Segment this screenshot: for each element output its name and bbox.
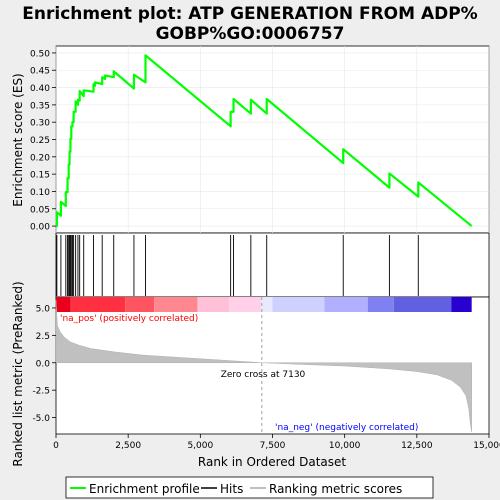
- rank-heatmap-segment: [197, 297, 230, 312]
- upper-y-tick-label: 0.00: [30, 223, 50, 233]
- lower-y-axis-label: Ranked list metric (PreRanked): [11, 281, 25, 466]
- upper-y-axis-label: Enrichment score (ES): [11, 73, 25, 206]
- legend-enrichment-label: Enrichment profile: [89, 482, 200, 496]
- legend-hits-label: Hits: [220, 482, 243, 496]
- chart-title-line1: Enrichment plot: ATP GENERATION FROM ADP…: [22, 4, 477, 24]
- lower-y-tick-label: 2.5: [36, 332, 50, 342]
- lower-y-tick-label: -5.0: [32, 414, 50, 424]
- x-tick-label: 10,000: [329, 441, 361, 451]
- zero-cross-label: Zero cross at 7130: [221, 370, 306, 380]
- rank-heatmap-segment: [451, 297, 472, 312]
- rank-heatmap-segment: [154, 297, 198, 312]
- lower-y-tick-label: -2.5: [32, 387, 50, 397]
- upper-y-tick-label: 0.15: [30, 171, 50, 181]
- hits-panel: [55, 232, 490, 298]
- legend-metric-label: Ranking metric scores: [269, 482, 402, 496]
- rank-heatmap-segment: [260, 297, 273, 312]
- x-tick-label: 5,000: [187, 441, 213, 451]
- x-tick-label: 2,500: [115, 441, 141, 451]
- upper-y-tick-label: 0.35: [30, 101, 50, 111]
- upper-y-tick-label: 0.45: [30, 67, 50, 77]
- legend: Enrichment profile Hits Ranking metric s…: [65, 476, 434, 499]
- rank-heatmap-segment: [367, 297, 394, 312]
- x-tick-label: 0: [53, 441, 59, 451]
- rank-heatmap-segment: [272, 297, 325, 312]
- upper-y-tick-label: 0.25: [30, 136, 50, 146]
- x-axis-label: Rank in Ordered Dataset: [198, 455, 346, 469]
- rank-heatmap-segment: [324, 297, 368, 312]
- rank-heatmap-segment: [393, 297, 452, 312]
- neg-correlated-label: 'na_neg' (negatively correlated): [275, 423, 418, 433]
- upper-y-tick-label: 0.40: [30, 84, 50, 94]
- upper-y-tick-label: 0.10: [30, 188, 50, 198]
- rank-heatmap-segment: [125, 297, 155, 312]
- upper-y-tick-label: 0.20: [30, 153, 50, 163]
- pos-correlated-label: 'na_pos' (positively correlated): [60, 314, 198, 324]
- lower-y-tick-label: 0.0: [36, 359, 51, 369]
- rank-heatmap-segment: [70, 297, 126, 312]
- enrichment-profile-line: [55, 54, 473, 228]
- x-tick-label: 12,500: [401, 441, 433, 451]
- lower-y-tick-label: 5.0: [36, 304, 51, 314]
- upper-y-tick-label: 0.05: [30, 205, 50, 215]
- rank-heatmap-segment: [56, 297, 71, 312]
- rank-heatmap-segment: [229, 297, 261, 312]
- upper-y-tick-label: 0.30: [30, 119, 50, 129]
- ranking-metric-area: [55, 300, 472, 432]
- x-tick-label: 7,500: [260, 441, 286, 451]
- x-tick-label: 15,000: [473, 441, 500, 451]
- upper-y-tick-label: 0.50: [30, 49, 50, 59]
- chart-title-line2: GOBP%GO:0006757: [156, 24, 345, 44]
- legend-box: [65, 476, 434, 499]
